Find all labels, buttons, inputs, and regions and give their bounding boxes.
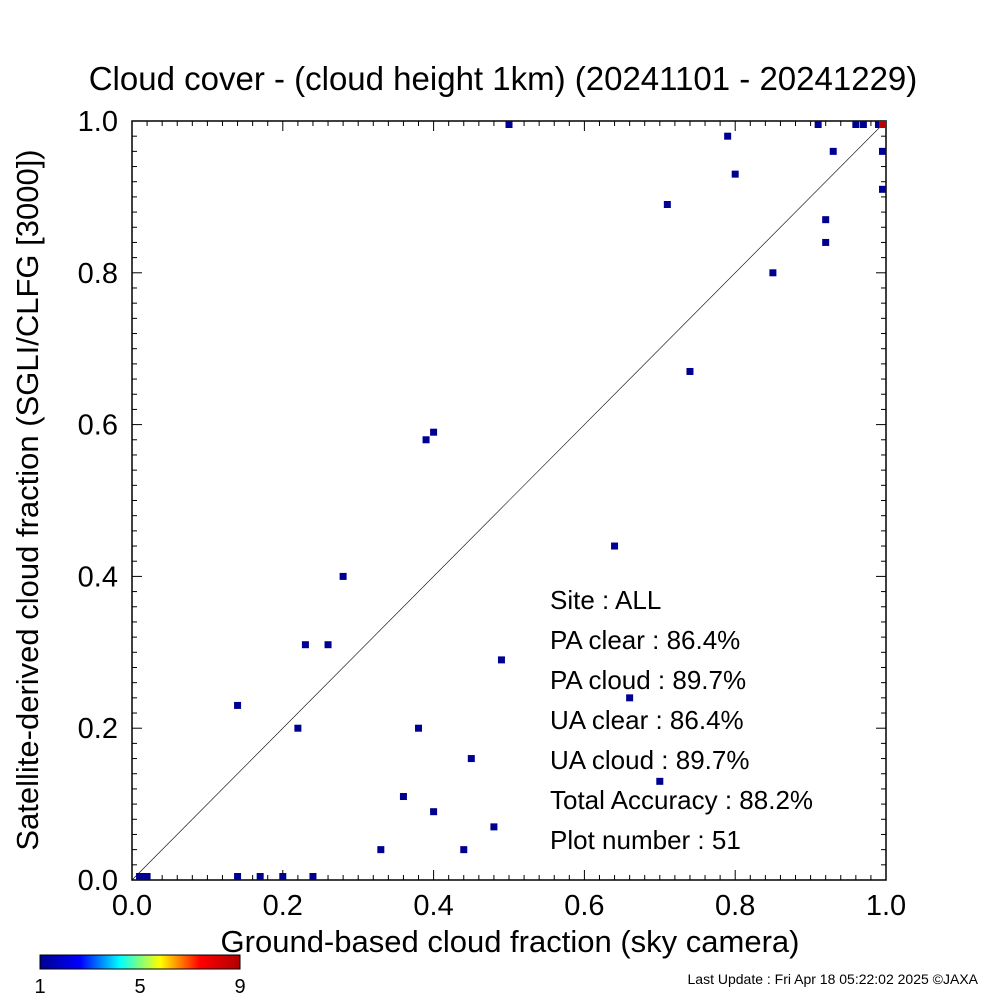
data-point [294,724,302,732]
data-point [256,873,264,880]
data-point [430,808,438,816]
y-tick-label: 0.6 [78,410,118,442]
data-point [626,694,634,702]
data-point [430,428,438,436]
plot-area: 0.0 0.2 0.4 0.6 0.8 1.0 0.0 0.2 0.4 0.6 0.8 1.0 [78,106,906,922]
x-axis-label: Ground-based cloud fraction (sky camera) [221,924,800,959]
data-point [460,846,468,854]
data-point [497,656,505,664]
x-tick-label: 0.6 [564,890,604,922]
data-point [686,367,694,375]
y-axis-label: Satellite-derived cloud fraction (SGLI/C… [10,149,45,850]
data-point [879,121,886,128]
data-point [852,121,860,128]
stat-line: PA clear : 86.4% [550,625,740,655]
colorbar-label: 9 [234,976,245,998]
y-tick-label: 0.2 [78,713,118,745]
data-point [822,216,830,224]
data-point [879,147,886,155]
data-point [136,873,144,880]
data-point [814,121,822,128]
chart-title: Cloud cover - (cloud height 1km) (202411… [89,60,918,97]
data-point [377,846,385,854]
data-point [505,121,513,128]
stat-line: UA cloud : 89.7% [550,745,749,775]
data-point [656,777,664,785]
data-point [467,755,475,763]
stat-line: Plot number : 51 [550,825,741,855]
data-point [724,132,732,140]
data-point [611,542,619,550]
y-tick-label: 1.0 [78,106,118,138]
data-point [234,873,242,880]
data-point [399,793,407,801]
stat-line: UA clear : 86.4% [550,705,744,735]
colorbar-label: 5 [134,976,145,998]
data-point [139,873,147,880]
data-point [859,121,867,128]
data-point [822,238,830,246]
statistics-box: Site : ALL PA clear : 86.4% PA cloud : 89.… [550,585,813,855]
data-point [279,873,287,880]
x-tick-label: 0.2 [263,890,303,922]
data-point [301,641,309,649]
stat-line: PA cloud : 89.7% [550,665,746,695]
stat-line: Site : ALL [550,585,661,615]
x-tick-label: 0.4 [413,890,453,922]
colorbar-gradient [39,954,241,970]
x-tick-label: 0.0 [112,890,152,922]
x-tick-label: 0.8 [715,890,755,922]
data-point [663,200,671,208]
data-point [234,701,242,709]
diagonal-line [131,120,887,881]
stat-line: Total Accuracy : 88.2% [550,785,813,815]
colorbar-label: 1 [34,976,45,998]
data-point [769,269,777,277]
data-point [324,641,332,649]
data-point [339,572,347,580]
data-points [136,121,886,880]
data-point [731,170,739,178]
data-point [874,121,882,128]
y-tick-label: 0.4 [78,561,118,593]
data-point [415,724,423,732]
x-tick-label: 1.0 [866,890,906,922]
data-point [490,823,498,831]
data-point [143,873,151,880]
colorbar: 1 5 9 [34,954,246,998]
footer-text: Last Update : Fri Apr 18 05:22:02 2025 ©… [688,971,979,987]
data-point [309,873,317,880]
data-point [829,147,837,155]
data-point [879,185,886,193]
y-tick-label: 0.0 [78,865,118,897]
data-point [422,436,430,444]
y-tick-label: 0.8 [78,258,118,290]
